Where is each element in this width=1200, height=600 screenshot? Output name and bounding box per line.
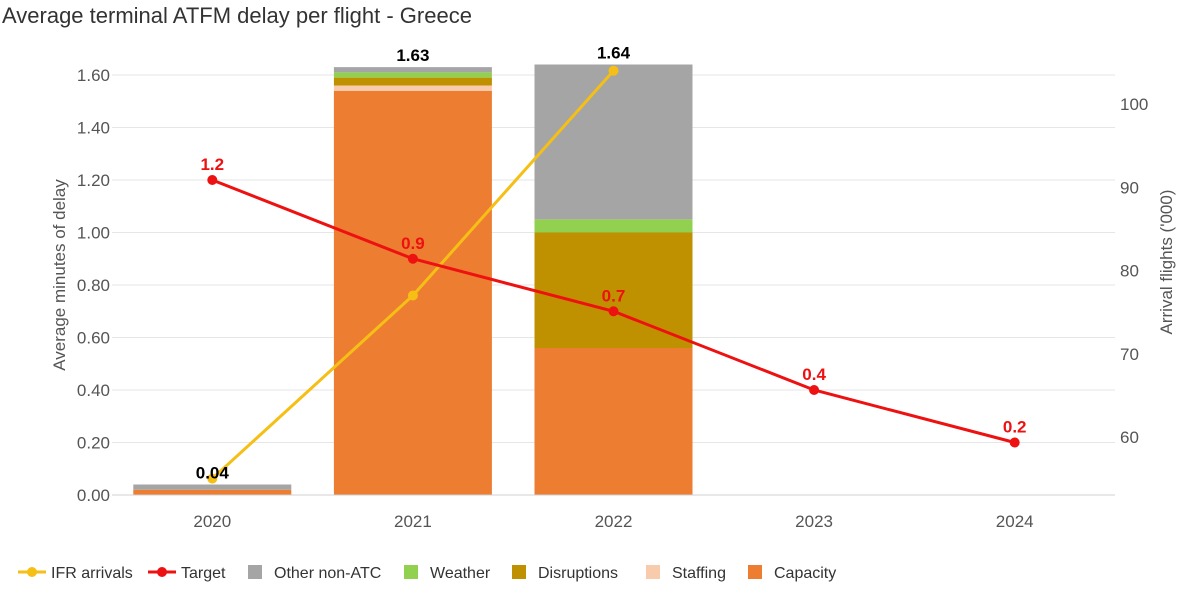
line-series	[207, 65, 1020, 484]
y-tick-label: 1.20	[77, 171, 110, 190]
legend-label-disruptions: Disruptions	[538, 565, 618, 582]
legend-swatch-weather	[404, 565, 418, 579]
legend-marker-ifr-arrivals	[27, 567, 37, 577]
target-value-label: 0.4	[802, 365, 826, 384]
bar-segment-capacity	[534, 348, 693, 495]
y-tick-label: 0.60	[77, 329, 110, 348]
y-tick-label: 1.60	[77, 66, 110, 85]
y-tick-label: 1.40	[77, 119, 110, 138]
legend: IFR arrivals Target Other non-ATC Weather Di…	[18, 565, 836, 582]
x-tick-label: 2020	[193, 512, 231, 531]
y-axis-label: Average minutes of delay	[50, 179, 69, 371]
chart-title: Average terminal ATFM delay per flight -…	[2, 3, 472, 28]
target-point	[207, 175, 218, 185]
legend-swatch-disruptions	[512, 565, 526, 579]
bar-segment-staffing	[333, 85, 492, 91]
target-point	[407, 253, 418, 264]
legend-label-ifr-arrivals: IFR arrivals	[51, 565, 133, 582]
legend-label-target: Target	[181, 565, 226, 582]
y2-tick-label: 60	[1120, 428, 1139, 447]
x-tick-label: 2021	[394, 512, 432, 531]
bar-segment-other-non-atc	[333, 67, 492, 73]
ifr-arrivals-point	[207, 473, 218, 484]
legend-label-staffing: Staffing	[672, 565, 726, 582]
x-tick-label: 2024	[996, 512, 1034, 531]
data-labels: 0.04 1.63 1.64 1.2 0.9 0.7 0.4 0.2	[196, 44, 1027, 483]
stacked-bars	[133, 64, 693, 495]
y2-tick-label: 90	[1120, 178, 1139, 197]
target-value-label: 0.7	[602, 286, 626, 305]
x-tick-label: 2022	[595, 512, 633, 531]
bar-segment-other-non-atc	[133, 484, 292, 490]
y-tick-label: 0.20	[77, 434, 110, 453]
target-point	[608, 306, 619, 317]
y-tick-label: 0.00	[77, 486, 110, 505]
legend-swatch-staffing	[646, 565, 660, 579]
bar-total-label: 1.64	[597, 44, 631, 63]
legend-label-capacity: Capacity	[774, 565, 836, 582]
y-tick-label: 0.80	[77, 276, 110, 295]
bar-segment-weather	[534, 219, 693, 233]
bar-segment-other-non-atc	[534, 64, 693, 220]
target-value-label: 0.9	[401, 234, 425, 253]
y-tick-label: 1.00	[77, 224, 110, 243]
ifr-arrivals-point	[608, 65, 619, 76]
bar-segment-disruptions	[333, 77, 492, 86]
y2-tick-label: 70	[1120, 345, 1139, 364]
legend-marker-target	[157, 567, 167, 577]
legend-label-other-non-atc: Other non-ATC	[274, 565, 381, 582]
bar-total-label: 0.04	[196, 464, 230, 483]
axes: 0.00 0.20 0.40 0.60 0.80 1.00 1.20 1.40 1.60 60 70…	[77, 66, 1148, 531]
ifr-arrivals-point	[407, 290, 418, 301]
bar-total-label: 1.63	[396, 46, 429, 65]
y2-tick-label: 100	[1120, 95, 1148, 114]
x-tick-label: 2023	[795, 512, 833, 531]
y2-tick-label: 80	[1120, 262, 1139, 281]
target-point	[809, 385, 820, 395]
y2-axis-label: Arrival flights ('000)	[1157, 190, 1176, 335]
bar-segment-disruptions	[534, 232, 693, 348]
legend-swatch-capacity	[748, 565, 762, 579]
bar-segment-weather	[333, 72, 492, 78]
legend-label-weather: Weather	[430, 565, 491, 582]
target-value-label: 0.2	[1003, 418, 1027, 437]
target-point	[1009, 437, 1020, 448]
legend-swatch-other-non-atc	[248, 565, 262, 579]
y-tick-label: 0.40	[77, 381, 110, 400]
bar-segment-capacity	[133, 489, 292, 495]
target-value-label: 1.2	[200, 155, 224, 174]
